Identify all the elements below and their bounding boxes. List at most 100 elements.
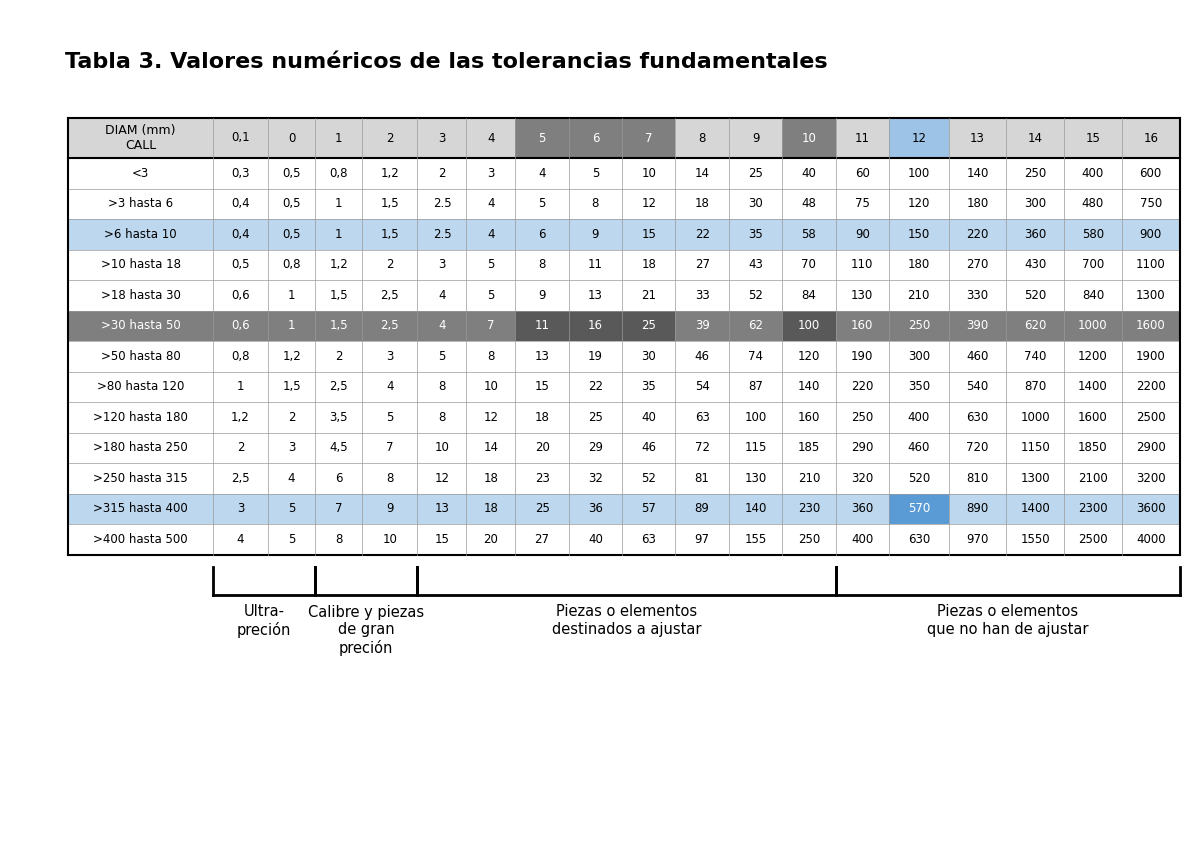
Text: 0,8: 0,8 bbox=[232, 349, 250, 363]
Text: 52: 52 bbox=[641, 471, 656, 485]
Text: 18: 18 bbox=[484, 471, 498, 485]
Bar bbox=[316, 118, 362, 158]
Text: 460: 460 bbox=[907, 441, 930, 455]
Text: 21: 21 bbox=[641, 289, 656, 302]
Bar bbox=[676, 432, 728, 463]
Bar bbox=[728, 494, 782, 524]
Text: 13: 13 bbox=[970, 131, 985, 144]
Bar bbox=[1122, 463, 1180, 494]
Bar bbox=[948, 219, 1007, 249]
Text: 160: 160 bbox=[851, 319, 874, 332]
Bar bbox=[362, 280, 418, 310]
Text: 48: 48 bbox=[802, 198, 816, 210]
Bar bbox=[782, 371, 835, 402]
Text: 2.5: 2.5 bbox=[433, 228, 451, 241]
Text: 15: 15 bbox=[1086, 131, 1100, 144]
Bar bbox=[728, 341, 782, 371]
Text: 740: 740 bbox=[1024, 349, 1046, 363]
Bar bbox=[728, 402, 782, 432]
Bar bbox=[268, 158, 316, 188]
Text: 8: 8 bbox=[335, 533, 342, 546]
Bar bbox=[676, 219, 728, 249]
Bar bbox=[68, 188, 212, 219]
Bar bbox=[676, 188, 728, 219]
Text: 1,5: 1,5 bbox=[380, 228, 400, 241]
Bar bbox=[728, 280, 782, 310]
Text: 600: 600 bbox=[1140, 167, 1162, 180]
Text: 3: 3 bbox=[288, 441, 295, 455]
Text: 25: 25 bbox=[535, 502, 550, 516]
Text: 11: 11 bbox=[854, 131, 870, 144]
Text: 140: 140 bbox=[966, 167, 989, 180]
Bar bbox=[569, 432, 622, 463]
Bar bbox=[68, 524, 212, 555]
Text: 350: 350 bbox=[907, 380, 930, 393]
Bar bbox=[212, 188, 268, 219]
Text: 18: 18 bbox=[641, 259, 656, 271]
Bar bbox=[1064, 494, 1122, 524]
Text: 290: 290 bbox=[851, 441, 874, 455]
Bar bbox=[889, 402, 948, 432]
Bar bbox=[515, 249, 569, 280]
Text: 190: 190 bbox=[851, 349, 874, 363]
Text: 30: 30 bbox=[748, 198, 763, 210]
Text: 0,4: 0,4 bbox=[232, 228, 250, 241]
Bar bbox=[418, 341, 467, 371]
Text: 54: 54 bbox=[695, 380, 709, 393]
Text: 300: 300 bbox=[1024, 198, 1046, 210]
Text: 3200: 3200 bbox=[1136, 471, 1165, 485]
Bar bbox=[835, 402, 889, 432]
Text: 155: 155 bbox=[744, 533, 767, 546]
Bar bbox=[515, 158, 569, 188]
Text: 220: 220 bbox=[851, 380, 874, 393]
Bar bbox=[782, 402, 835, 432]
Bar bbox=[268, 524, 316, 555]
Text: 1400: 1400 bbox=[1078, 380, 1108, 393]
Bar bbox=[268, 402, 316, 432]
Bar bbox=[1064, 371, 1122, 402]
Text: 2900: 2900 bbox=[1136, 441, 1165, 455]
Text: 250: 250 bbox=[1024, 167, 1046, 180]
Text: 81: 81 bbox=[695, 471, 709, 485]
Bar bbox=[1007, 219, 1064, 249]
Text: 480: 480 bbox=[1082, 198, 1104, 210]
Text: 4: 4 bbox=[288, 471, 295, 485]
Text: 1200: 1200 bbox=[1078, 349, 1108, 363]
Bar bbox=[622, 494, 676, 524]
Text: 5: 5 bbox=[288, 502, 295, 516]
Bar bbox=[316, 219, 362, 249]
Text: 3: 3 bbox=[236, 502, 244, 516]
Bar bbox=[1064, 432, 1122, 463]
Bar bbox=[889, 494, 948, 524]
Bar bbox=[569, 402, 622, 432]
Text: 360: 360 bbox=[1024, 228, 1046, 241]
Bar bbox=[1122, 249, 1180, 280]
Bar bbox=[362, 494, 418, 524]
Text: 970: 970 bbox=[966, 533, 989, 546]
Bar bbox=[728, 219, 782, 249]
Text: 4,5: 4,5 bbox=[329, 441, 348, 455]
Bar bbox=[467, 219, 515, 249]
Text: 250: 250 bbox=[851, 410, 874, 424]
Text: 810: 810 bbox=[966, 471, 989, 485]
Text: 18: 18 bbox=[695, 198, 709, 210]
Bar bbox=[889, 463, 948, 494]
Bar bbox=[676, 280, 728, 310]
Bar bbox=[728, 371, 782, 402]
Text: 29: 29 bbox=[588, 441, 602, 455]
Text: >180 hasta 250: >180 hasta 250 bbox=[94, 441, 188, 455]
Text: 210: 210 bbox=[798, 471, 820, 485]
Bar bbox=[515, 219, 569, 249]
Bar bbox=[622, 118, 676, 158]
Bar bbox=[268, 188, 316, 219]
Bar bbox=[676, 310, 728, 341]
Bar bbox=[515, 188, 569, 219]
Bar bbox=[676, 463, 728, 494]
Bar bbox=[418, 158, 467, 188]
Bar bbox=[889, 280, 948, 310]
Text: 570: 570 bbox=[907, 502, 930, 516]
Text: 13: 13 bbox=[434, 502, 449, 516]
Text: 7: 7 bbox=[487, 319, 494, 332]
Text: 5: 5 bbox=[288, 533, 295, 546]
Text: 4: 4 bbox=[487, 198, 494, 210]
